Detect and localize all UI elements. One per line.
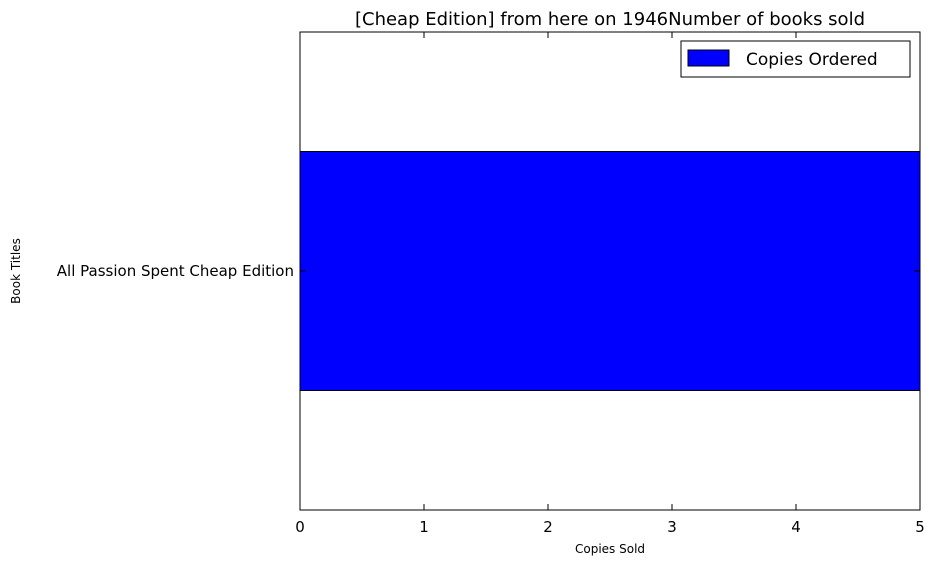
x-tick-label-4: 4 xyxy=(791,518,801,536)
legend: Copies Ordered xyxy=(680,40,911,78)
x-axis-label: Copies Sold xyxy=(575,542,645,556)
x-tick-label-5: 5 xyxy=(915,518,925,536)
plot-area: 0 1 2 3 4 5 All Passion Spent Cheap Edition xyxy=(57,31,925,536)
x-tick-label-1: 1 xyxy=(419,518,429,536)
x-tick-label-2: 2 xyxy=(543,518,553,536)
bars-layer xyxy=(299,151,921,391)
bar-0 xyxy=(299,151,921,391)
y-axis-label: Book Titles xyxy=(9,238,23,304)
chart-title: [Cheap Edition] from here on 1946Number … xyxy=(355,9,865,30)
x-ticks: 0 1 2 3 4 5 xyxy=(295,32,925,536)
y-categories: All Passion Spent Cheap Edition xyxy=(57,262,294,280)
legend-swatch xyxy=(687,49,730,67)
legend-label: Copies Ordered xyxy=(746,50,878,70)
x-tick-label-0: 0 xyxy=(295,518,305,536)
x-tick-label-3: 3 xyxy=(667,518,677,536)
category-label-0: All Passion Spent Cheap Edition xyxy=(57,262,294,280)
